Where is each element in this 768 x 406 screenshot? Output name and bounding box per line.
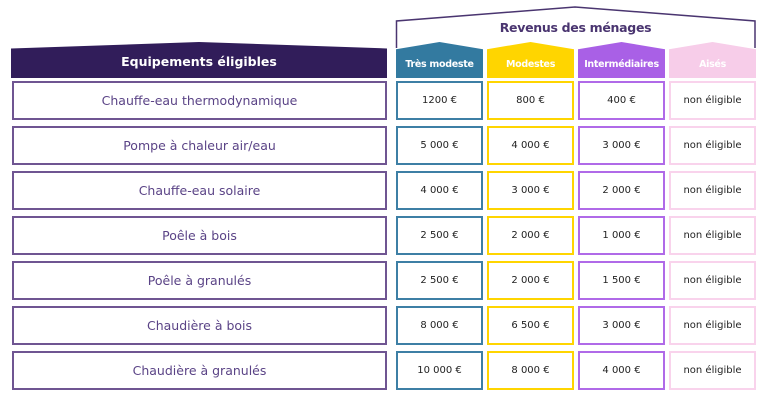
amount-cell: 5 000 € bbox=[396, 126, 483, 165]
income-title: Revenus des ménages bbox=[499, 20, 652, 35]
amount-cell: non éligible bbox=[669, 261, 756, 300]
equipment-cell: Chaudière à bois bbox=[12, 306, 387, 345]
amount-cell: non éligible bbox=[669, 126, 756, 165]
equipment-header: Equipements éligibles bbox=[11, 42, 387, 78]
amount-cell: 3 000 € bbox=[487, 171, 574, 210]
amount-cell: 4 000 € bbox=[487, 126, 574, 165]
equipment-cell: Poêle à granulés bbox=[12, 261, 387, 300]
column-header-0: Très modeste bbox=[396, 42, 483, 78]
amount-cell: 8 000 € bbox=[487, 351, 574, 390]
amount-cell: 4 000 € bbox=[578, 351, 665, 390]
amount-cell: 3 000 € bbox=[578, 126, 665, 165]
amount-cell: 400 € bbox=[578, 81, 665, 120]
column-header-1: Modestes bbox=[487, 42, 574, 78]
amount-cell: non éligible bbox=[669, 216, 756, 255]
amount-cell: 1200 € bbox=[396, 81, 483, 120]
amount-cell: 2 000 € bbox=[578, 171, 665, 210]
amount-cell: 2 500 € bbox=[396, 216, 483, 255]
column-header-3: Aisés bbox=[669, 42, 756, 78]
amount-cell: 2 000 € bbox=[487, 216, 574, 255]
amount-cell: non éligible bbox=[669, 171, 756, 210]
amount-cell: 10 000 € bbox=[396, 351, 483, 390]
column-header-2: Intermédiaires bbox=[578, 42, 665, 78]
income-bracket bbox=[395, 6, 756, 48]
amount-cell: non éligible bbox=[669, 306, 756, 345]
equipment-cell: Chauffe-eau thermodynamique bbox=[12, 81, 387, 120]
amount-cell: 6 500 € bbox=[487, 306, 574, 345]
amount-cell: non éligible bbox=[669, 81, 756, 120]
equipment-cell: Chaudière à granulés bbox=[12, 351, 387, 390]
amount-cell: 800 € bbox=[487, 81, 574, 120]
amount-cell: 2 000 € bbox=[487, 261, 574, 300]
amount-cell: 8 000 € bbox=[396, 306, 483, 345]
amount-cell: 2 500 € bbox=[396, 261, 483, 300]
equipment-cell: Poêle à bois bbox=[12, 216, 387, 255]
amount-cell: 4 000 € bbox=[396, 171, 483, 210]
amount-cell: 1 000 € bbox=[578, 216, 665, 255]
amount-cell: 3 000 € bbox=[578, 306, 665, 345]
equipment-cell: Chauffe-eau solaire bbox=[12, 171, 387, 210]
amount-cell: non éligible bbox=[669, 351, 756, 390]
equipment-cell: Pompe à chaleur air/eau bbox=[12, 126, 387, 165]
amount-cell: 1 500 € bbox=[578, 261, 665, 300]
